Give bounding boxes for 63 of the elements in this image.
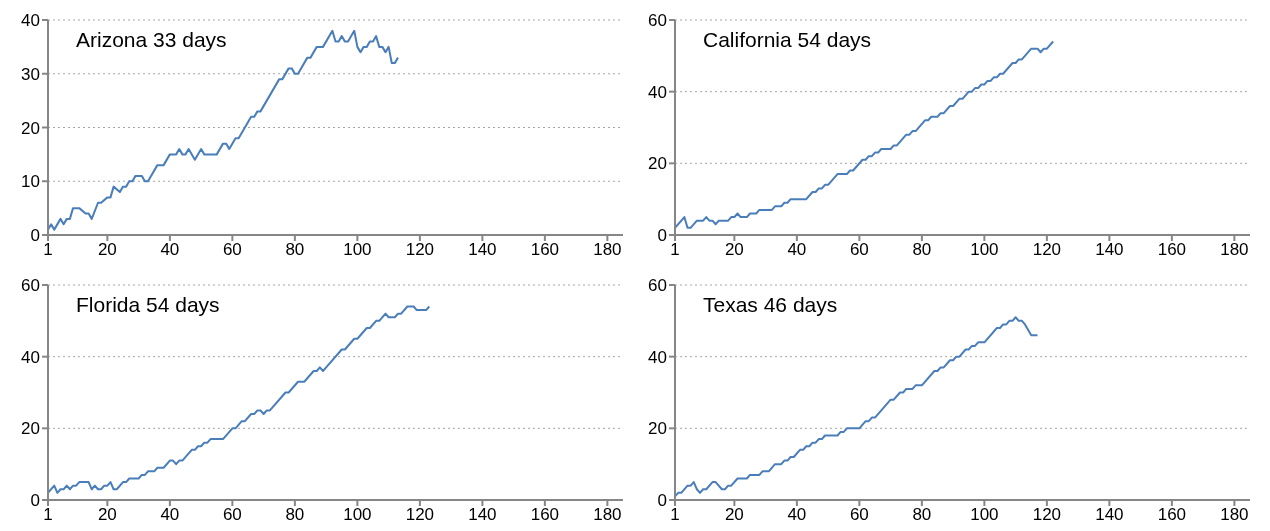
y-tick-label: 0 [657, 491, 667, 511]
x-tick-label: 160 [1157, 240, 1187, 260]
y-tick-label: 60 [21, 276, 40, 296]
x-tick-label: 120 [1032, 505, 1062, 525]
x-tick-label: 140 [1095, 505, 1124, 525]
y-tick-label: 10 [21, 172, 40, 192]
line-series [48, 29, 399, 231]
x-tick-label: 60 [849, 505, 869, 525]
x-tick-label: 120 [405, 240, 435, 260]
y-tick-label: 20 [21, 118, 40, 138]
x-tick-label: 160 [530, 240, 560, 260]
x-tick-label: 1 [670, 505, 680, 525]
x-tick-label: 100 [343, 240, 372, 260]
y-tick-label: 40 [648, 347, 667, 367]
x-tick-label: 140 [468, 505, 497, 525]
y-tick-label: 40 [648, 82, 667, 102]
x-tick-label: 140 [1095, 240, 1124, 260]
y-tick-label: 30 [21, 64, 40, 84]
y-tick-label: 60 [648, 276, 667, 296]
x-tick-label: 120 [405, 505, 435, 525]
x-tick-label: 160 [530, 505, 560, 525]
x-tick-label: 180 [593, 240, 622, 260]
x-tick-label: 80 [912, 240, 932, 260]
x-tick-label: 20 [724, 240, 744, 260]
x-tick-label: 1 [670, 240, 680, 260]
y-tick-label: 0 [657, 226, 667, 246]
x-tick-label: 80 [285, 240, 305, 260]
x-tick-label: 20 [97, 240, 117, 260]
x-tick-label: 80 [285, 505, 305, 525]
x-tick-label: 1 [43, 240, 53, 260]
x-tick-label: 40 [787, 505, 807, 525]
x-tick-label: 1 [43, 505, 53, 525]
y-tick-label: 20 [21, 419, 40, 439]
x-tick-label: 40 [160, 505, 180, 525]
chart-title: California 54 days [703, 28, 872, 52]
line-series [675, 316, 1039, 498]
x-tick-label: 140 [468, 240, 497, 260]
chart-title: Texas 46 days [703, 293, 838, 317]
x-tick-label: 180 [1220, 505, 1249, 525]
x-tick-label: 40 [160, 240, 180, 260]
chart-title: Florida 54 days [76, 293, 220, 317]
x-tick-label: 120 [1032, 240, 1062, 260]
x-tick-label: 60 [222, 240, 242, 260]
x-tick-label: 20 [724, 505, 744, 525]
x-tick-label: 60 [849, 240, 869, 260]
x-tick-label: 20 [97, 505, 117, 525]
y-tick-label: 60 [648, 11, 667, 31]
y-tick-label: 40 [21, 347, 40, 367]
y-tick-label: 20 [648, 154, 667, 174]
x-tick-label: 80 [912, 505, 932, 525]
x-tick-label: 60 [222, 505, 242, 525]
x-tick-label: 180 [1220, 240, 1249, 260]
y-tick-label: 0 [30, 226, 40, 246]
x-tick-label: 100 [970, 505, 999, 525]
x-tick-label: 160 [1157, 505, 1187, 525]
chart-title: Arizona 33 days [76, 28, 227, 52]
x-tick-label: 40 [787, 240, 807, 260]
y-tick-label: 0 [30, 491, 40, 511]
y-tick-label: 40 [21, 11, 40, 31]
x-tick-label: 100 [343, 505, 372, 525]
y-tick-label: 20 [648, 419, 667, 439]
x-tick-label: 100 [970, 240, 999, 260]
x-tick-label: 180 [593, 505, 622, 525]
